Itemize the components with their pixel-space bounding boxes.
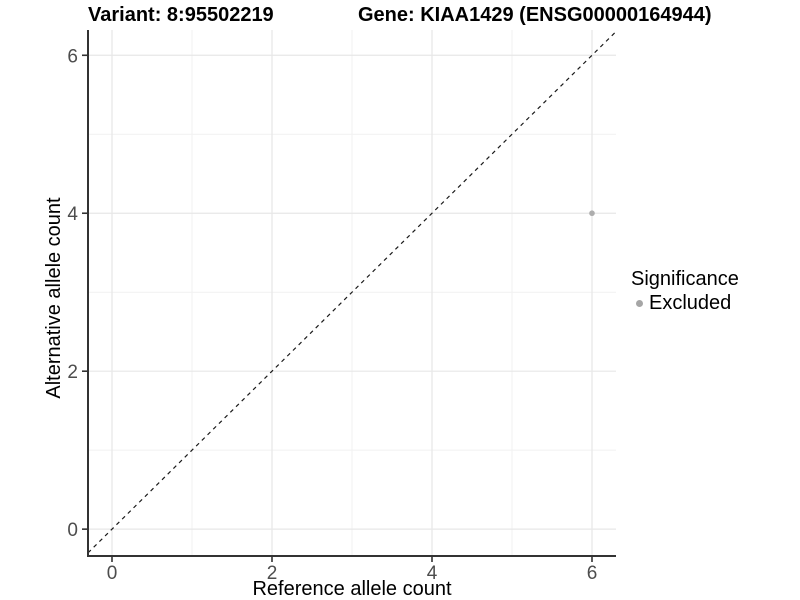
- x-tick-label: 6: [587, 563, 598, 584]
- y-tick-label: 4: [67, 204, 78, 225]
- y-tick-label: 6: [67, 46, 78, 67]
- x-tick-label: 2: [267, 563, 278, 584]
- legend-point-swatch: [636, 300, 643, 307]
- y-tick-label: 0: [67, 520, 78, 541]
- legend: Significance Excluded: [631, 268, 799, 315]
- scatter-point: [589, 210, 595, 217]
- x-tick-label: 4: [427, 563, 438, 584]
- legend-title: Significance: [631, 268, 739, 290]
- plot-title-variant: Variant: 8:95502219: [88, 4, 274, 26]
- identity-reference-line: [87, 31, 617, 554]
- y-tick-label: 2: [67, 362, 78, 383]
- legend-item-excluded: Excluded: [631, 292, 799, 315]
- x-tick-label: 0: [107, 563, 118, 584]
- x-axis-title: Reference allele count: [252, 578, 452, 600]
- legend-item-label: Excluded: [649, 292, 732, 314]
- plot-title-gene: Gene: KIAA1429 (ENSG00000164944): [358, 4, 712, 26]
